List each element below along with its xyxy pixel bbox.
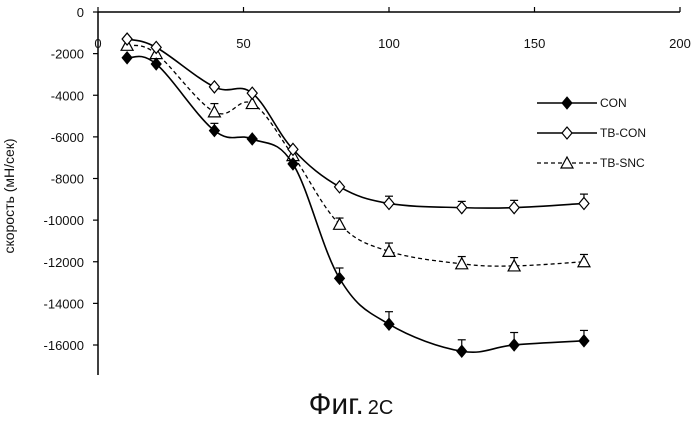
data-point-tb-con	[457, 202, 467, 214]
series-tb-con	[122, 33, 589, 214]
x-tick-label: 50	[236, 36, 250, 51]
x-tick-label: 200	[669, 36, 691, 51]
legend-label-tb-con: TB-CON	[600, 126, 646, 140]
y-tick-label: -2000	[51, 47, 84, 62]
data-point-tb-con	[209, 81, 219, 93]
caption-sub: 2C	[368, 397, 394, 419]
legend: CON TB-CON TB-SNC	[537, 96, 646, 170]
y-tick-label: 0	[77, 5, 84, 20]
data-point-tb-snc	[208, 106, 220, 117]
data-point-con	[209, 125, 219, 137]
data-point-tb-snc	[383, 245, 395, 256]
data-point-con	[579, 335, 589, 347]
y-tick-label: -6000	[51, 130, 84, 145]
legend-label-con: CON	[600, 96, 627, 110]
data-point-con	[509, 339, 519, 351]
data-point-con	[457, 345, 467, 357]
y-tick-label: -4000	[51, 88, 84, 103]
caption-main: Фиг.	[309, 388, 364, 421]
legend-item-tb-snc: TB-SNC	[537, 156, 645, 170]
figure-caption: Фиг.2C	[309, 388, 394, 421]
series-line-tb-con	[127, 39, 584, 208]
data-point-tb-con	[122, 33, 132, 45]
y-ticks: 0 -2000 -4000 -6000 -8000 -10000 -12000 -14000 -…	[44, 5, 98, 353]
y-tick-label: -14000	[44, 296, 84, 311]
y-axis-title: скорость (мН/сек)	[1, 138, 17, 253]
y-tick-label: -12000	[44, 255, 84, 270]
data-point-tb-con	[579, 197, 589, 209]
y-tick-label: -8000	[51, 172, 84, 187]
legend-label-tb-snc: TB-SNC	[600, 156, 645, 170]
legend-item-con: CON	[537, 96, 627, 110]
data-point-tb-snc	[334, 218, 346, 229]
data-point-tb-snc	[456, 258, 468, 269]
series-line-tb-snc	[127, 45, 584, 266]
legend-marker-tb-con	[562, 127, 572, 139]
legend-marker-tb-snc	[561, 157, 573, 168]
series-con	[122, 52, 589, 357]
y-tick-label: -10000	[44, 213, 84, 228]
y-tick-label: -16000	[44, 338, 84, 353]
legend-marker-con	[562, 97, 572, 109]
data-point-tb-con	[335, 181, 345, 193]
data-point-con	[122, 52, 132, 64]
x-tick-label: 100	[378, 36, 400, 51]
data-point-tb-con	[384, 197, 394, 209]
data-point-con	[384, 318, 394, 330]
data-point-tb-con	[509, 202, 519, 214]
legend-item-tb-con: TB-CON	[537, 126, 646, 140]
series-tb-snc	[121, 39, 590, 271]
data-point-tb-snc	[578, 256, 590, 267]
data-point-con	[247, 133, 257, 145]
x-tick-label: 150	[524, 36, 546, 51]
series-layer	[121, 33, 590, 357]
x-ticks: 0 50 100 150 200	[94, 7, 690, 51]
x-tick-label: 0	[94, 36, 101, 51]
data-point-tb-con	[151, 41, 161, 53]
